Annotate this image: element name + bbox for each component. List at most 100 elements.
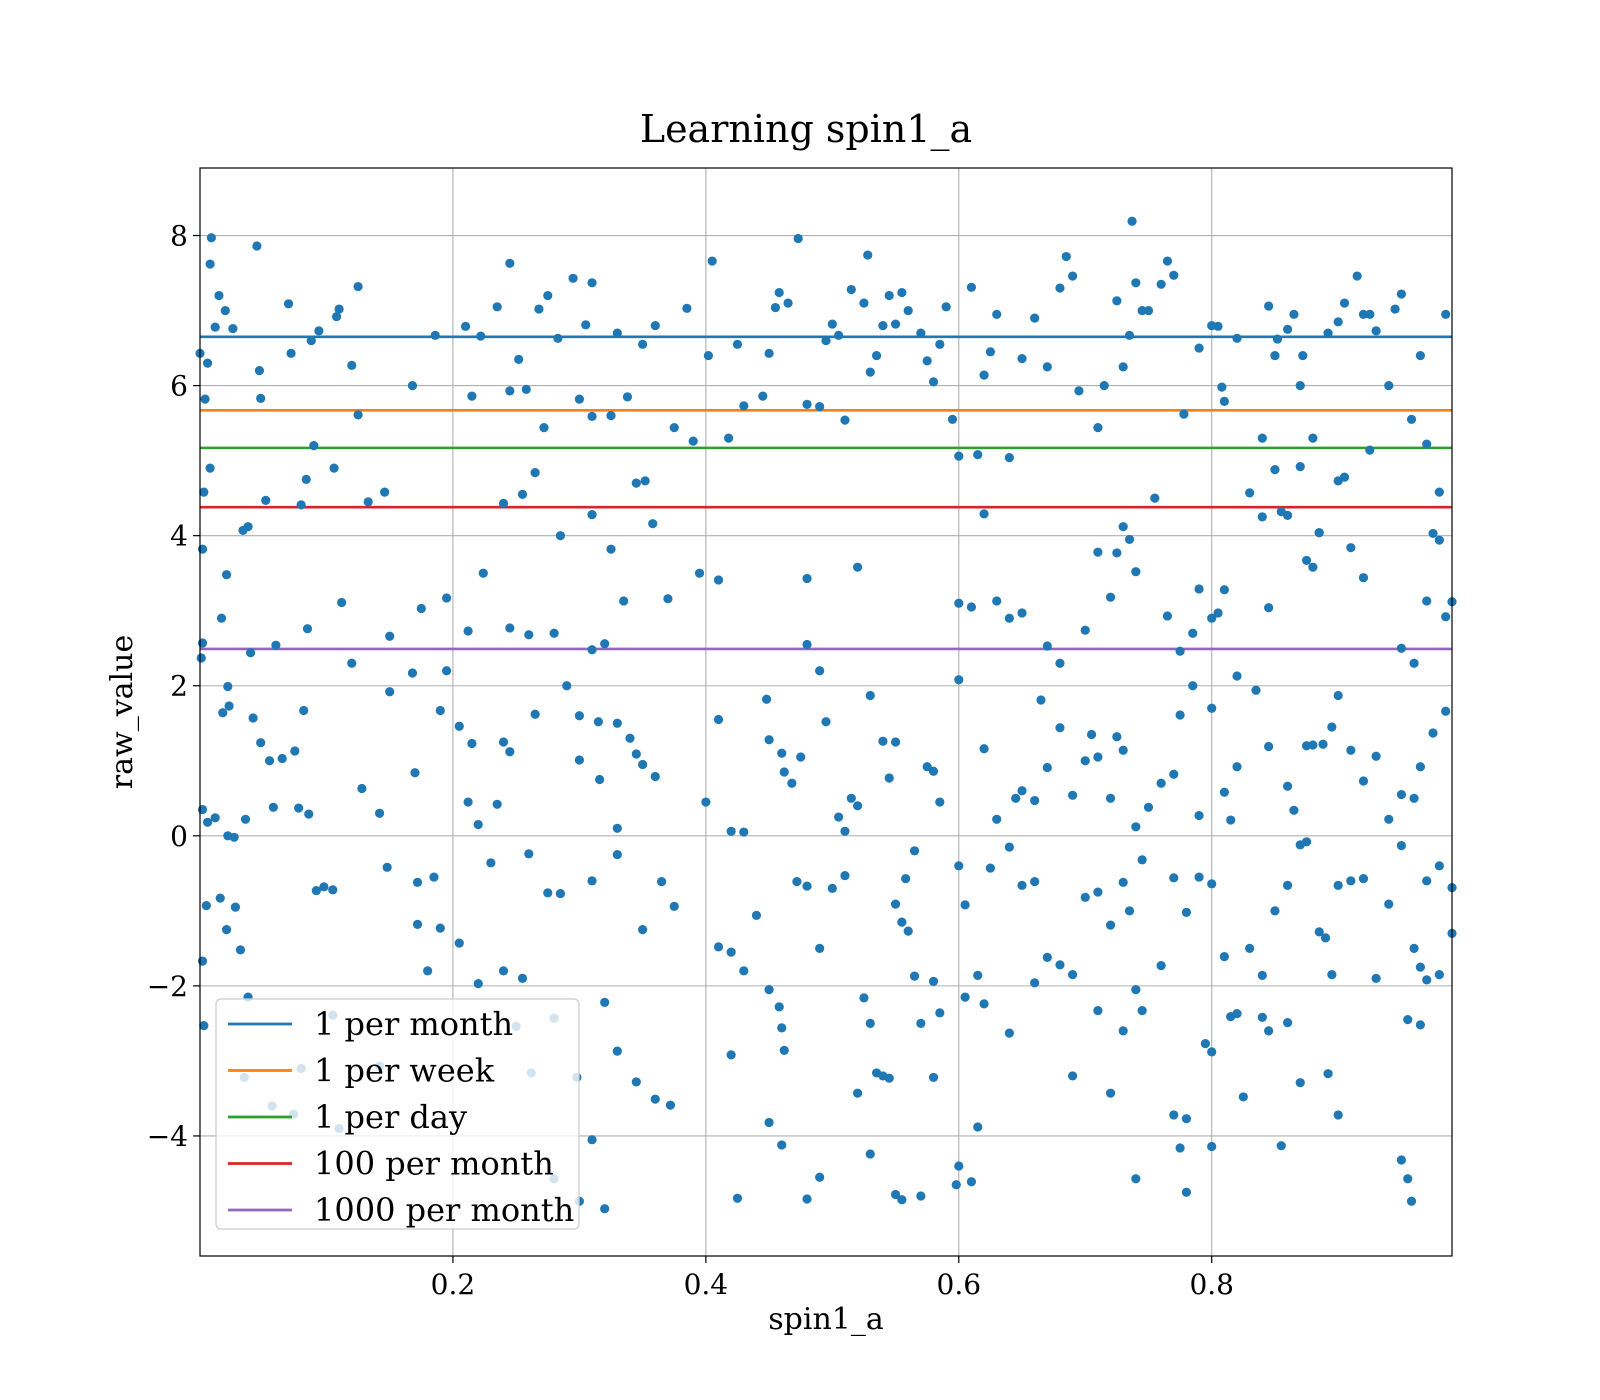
data-point (1415, 1020, 1425, 1030)
data-point (555, 531, 566, 541)
data-point (574, 711, 584, 721)
data-point (1409, 793, 1419, 803)
data-point (1289, 309, 1299, 319)
data-point (774, 287, 784, 298)
data-point (1080, 756, 1090, 766)
data-point (1415, 350, 1425, 361)
data-point (619, 596, 629, 606)
data-point (1112, 296, 1122, 306)
data-point (568, 273, 578, 283)
data-point (543, 888, 553, 898)
data-point (840, 826, 850, 836)
data-point (1396, 789, 1407, 800)
data-point (1257, 512, 1267, 522)
data-point (1339, 472, 1350, 482)
data-point (638, 339, 648, 349)
data-point (299, 705, 309, 716)
data-point (1371, 751, 1381, 761)
data-point (463, 626, 473, 636)
data-point (1042, 362, 1052, 372)
data-point (1093, 423, 1103, 433)
data-point (713, 942, 724, 952)
data-point (792, 876, 802, 887)
data-point (1358, 573, 1369, 583)
data-point (890, 899, 901, 909)
data-point (853, 1088, 863, 1098)
data-point (1384, 899, 1394, 909)
data-point (1124, 330, 1135, 340)
data-point (1403, 1174, 1413, 1184)
data-point (1422, 439, 1432, 449)
data-point (1251, 685, 1261, 695)
data-point (337, 597, 347, 608)
data-point (1055, 723, 1065, 733)
data-point (985, 347, 996, 357)
data-point (1162, 611, 1173, 621)
data-point (751, 910, 762, 920)
data-point (1093, 752, 1103, 762)
data-point (1282, 1018, 1293, 1028)
data-point (1055, 283, 1065, 293)
data-point (707, 256, 717, 266)
data-point (640, 476, 650, 486)
data-point (562, 681, 572, 691)
data-point (410, 768, 420, 778)
data-point (1175, 1143, 1185, 1153)
y-tick-label: 4 (170, 520, 188, 553)
data-point (306, 335, 316, 346)
data-point (1323, 1069, 1333, 1079)
data-point (631, 749, 641, 759)
data-point (600, 639, 610, 649)
data-point (1346, 745, 1356, 755)
data-point (296, 500, 306, 510)
data-point (846, 284, 856, 295)
data-point (966, 602, 977, 612)
data-point (1257, 1012, 1267, 1022)
data-point (1175, 646, 1185, 656)
data-point (549, 628, 559, 638)
data-point (865, 690, 875, 701)
y-tick-label: 8 (170, 220, 188, 253)
data-point (1301, 555, 1312, 566)
data-point (682, 303, 692, 313)
data-point (1282, 880, 1293, 890)
data-point (467, 738, 477, 749)
data-point (218, 708, 228, 718)
data-point (1314, 927, 1324, 937)
data-point (1118, 362, 1128, 372)
data-point (214, 290, 224, 301)
data-point (954, 675, 964, 685)
data-point (916, 1018, 926, 1028)
data-point (1042, 762, 1052, 773)
data-point (553, 333, 563, 343)
data-point (625, 733, 635, 743)
data-point (878, 736, 888, 746)
data-point (1131, 1174, 1141, 1184)
data-point (311, 885, 321, 896)
data-point (1318, 739, 1328, 749)
data-point (726, 947, 736, 957)
data-point (587, 645, 597, 655)
data-point (430, 330, 440, 340)
data-point (916, 1191, 926, 1201)
data-point (890, 737, 901, 747)
data-point (1118, 877, 1128, 887)
data-point (612, 849, 622, 860)
data-point (1068, 271, 1078, 281)
data-point (505, 623, 515, 633)
legend: 1 per month 1 per week 1 per day 100 per mo… (215, 998, 580, 1230)
data-point (802, 1194, 812, 1204)
data-point (1131, 985, 1141, 995)
data-point (435, 923, 445, 933)
data-point (1112, 732, 1122, 742)
data-point (524, 630, 534, 640)
data-point (1124, 534, 1135, 545)
data-point (385, 631, 395, 641)
data-point (1181, 1187, 1192, 1197)
data-point (1004, 613, 1014, 623)
data-point (245, 648, 256, 658)
data-point (663, 594, 673, 604)
data-point (1352, 271, 1362, 281)
data-point (1017, 880, 1027, 890)
data-point (901, 873, 911, 884)
